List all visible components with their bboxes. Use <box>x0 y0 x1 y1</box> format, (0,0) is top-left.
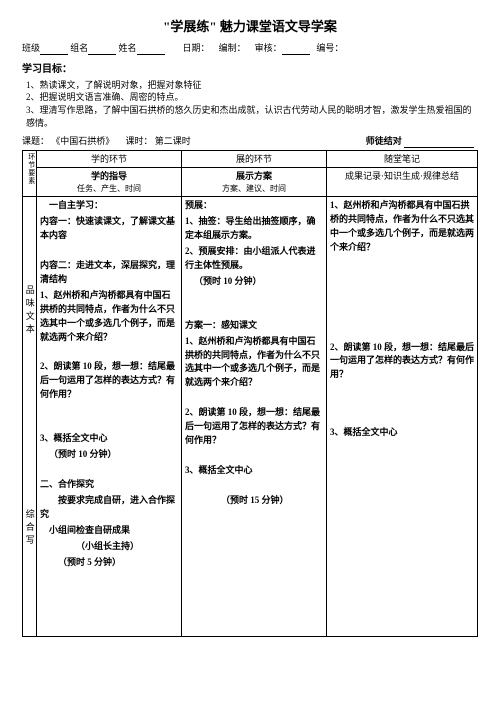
show-cell: 预展： 1、抽签：导生给出抽签顺序，确定本组展示方案。 2、预展安排：由小组派人… <box>182 197 327 637</box>
col2-subheader-cell: 展示方案 方案、建议、时间 <box>182 168 327 197</box>
goal-item: 1、熟读课文，了解说明对象，把握对象特征 <box>26 79 478 92</box>
c1-p5: 2、朗读第 10 段，想一想：结尾最后一句运用了怎样的表达方式？有何作用？ <box>40 360 178 402</box>
side-label-1: 品味文本 <box>23 285 36 337</box>
c2-p3: 2、预展安排：由小组派人代表进行主体性预展。 <box>185 245 323 273</box>
col3-subtext: 成果记录·知识生成·规律总结 <box>330 170 474 183</box>
c1-p11: （小组长主持） <box>40 540 178 554</box>
c2-p5: 方案一：感知课文 <box>185 319 323 333</box>
side-body-cell: 品味文本 综合写 <box>23 197 37 637</box>
c3-p1: 1、赵州桥和卢沟桥都具有中国石拱桥的共同特点，作者为什么不只选其中一个或多选几个… <box>330 199 474 255</box>
c2-p1: 预展： <box>185 199 323 213</box>
c1-p3: 内容二：走进文本，深层探究，理清结构 <box>40 259 178 287</box>
c1-p9: 按要求完成自研，进入合作探究 <box>40 494 178 522</box>
c1-p10: 小组间检查自研成果 <box>40 524 178 538</box>
name-blank <box>137 45 165 55</box>
c1-p1: 一自主学习： <box>40 199 178 213</box>
goal-item: 2、把握说明文语言准确、周密的特点。 <box>26 91 478 104</box>
c2-p4: （预时 10 分钟） <box>185 275 323 289</box>
col3-subheader-cell: 成果记录·知识生成·规律总结 <box>327 168 478 197</box>
side-label-2: 综合写 <box>23 509 36 548</box>
c1-p12: （预时 5 分钟） <box>40 556 178 570</box>
col3-header: 随堂笔记 <box>327 150 478 168</box>
col2-subnote: 方案、建议、时间 <box>185 183 323 194</box>
c2-p7: 2、朗读第 10 段，想一想：结尾最后一句运用了怎样的表达方式？有何作用？ <box>185 406 323 448</box>
col1-subnote: 任务、产生、时间 <box>40 183 178 194</box>
side-header-cell: 环节要素 <box>23 150 37 196</box>
goals-list: 1、熟读课文，了解说明对象，把握对象特征 2、把握说明文语言准确、周密的特点。 … <box>22 79 478 129</box>
group-label: 组名 <box>70 43 88 53</box>
c3-p3: 3、概括全文中心 <box>330 426 474 440</box>
evaluator-label: 师徒结对 <box>366 136 402 146</box>
period-label: 课时： <box>126 136 153 146</box>
goals-heading: 学习目标： <box>22 63 478 77</box>
group-blank <box>88 45 116 55</box>
header-row: 班级 组名 姓名 日期： 编制： 审核： 编号： <box>22 42 478 55</box>
class-blank <box>40 45 68 55</box>
num-label: 编号： <box>316 43 343 53</box>
goal-item: 3、理清写作思路，了解中国石拱桥的悠久历史和杰出成就，认识古代劳动人民的聪明才智… <box>26 104 478 129</box>
col2-subheader: 展示方案 <box>185 170 323 183</box>
c2-p9: （预时 15 分钟） <box>185 494 323 508</box>
side-header-text: 环节要素 <box>26 153 36 185</box>
c3-p2: 2、朗读第 10 段，想一想：结尾最后一句运用了怎样的表达方式？有何作用？ <box>330 341 474 383</box>
c2-p6: 1、赵州桥和卢沟桥都具有中国石拱桥的共同特点，作者为什么不只选其中一个或多选几个… <box>185 335 323 391</box>
class-label: 班级 <box>22 43 40 53</box>
c1-p7: （预时 10 分钟） <box>40 448 178 462</box>
col1-subheader-cell: 学的指导 任务、产生、时间 <box>37 168 182 197</box>
c1-p2: 内容一：快速读课文，了解课文基本内容 <box>40 215 178 243</box>
col1-header: 学的环节 <box>37 150 182 168</box>
review-label: 审核： <box>255 43 282 53</box>
topic-value: 《中国石拱桥》 <box>51 136 114 146</box>
period-value: 第二课时 <box>155 136 191 146</box>
col1-subheader: 学的指导 <box>40 170 178 183</box>
c1-p8: 二、合作探究 <box>40 478 178 492</box>
c1-p6: 3、概括全文中心 <box>40 432 178 446</box>
name-label: 姓名 <box>119 43 137 53</box>
col2-header: 展的环节 <box>182 150 327 168</box>
compile-label: 编制： <box>219 43 246 53</box>
c1-p4: 1、赵州桥和卢沟桥都具有中国石拱桥的共同特点，作者为什么不只选其中一个或多选几个… <box>40 289 178 345</box>
review-blank <box>282 45 310 55</box>
topic-row: 课题： 《中国石拱桥》 课时： 第二课时 师徒结对 <box>22 135 478 148</box>
c2-p2: 1、抽签：导生给出抽签顺序，确定本组展示方案。 <box>185 215 323 243</box>
c2-p8: 3、概括全文中心 <box>185 464 323 478</box>
evaluator-blank <box>404 138 474 148</box>
note-cell: 1、赵州桥和卢沟桥都具有中国石拱桥的共同特点，作者为什么不只选其中一个或多选几个… <box>327 197 478 637</box>
main-table: 环节要素 学的环节 展的环节 随堂笔记 学的指导 任务、产生、时间 展示方案 方… <box>22 150 478 637</box>
learn-cell: 一自主学习： 内容一：快速读课文，了解课文基本内容 内容二：走进文本，深层探究，… <box>37 197 182 637</box>
page-title: "学展练" 魅力课堂语文导学案 <box>22 18 478 36</box>
date-label: 日期： <box>183 43 210 53</box>
topic-label: 课题： <box>22 136 49 146</box>
